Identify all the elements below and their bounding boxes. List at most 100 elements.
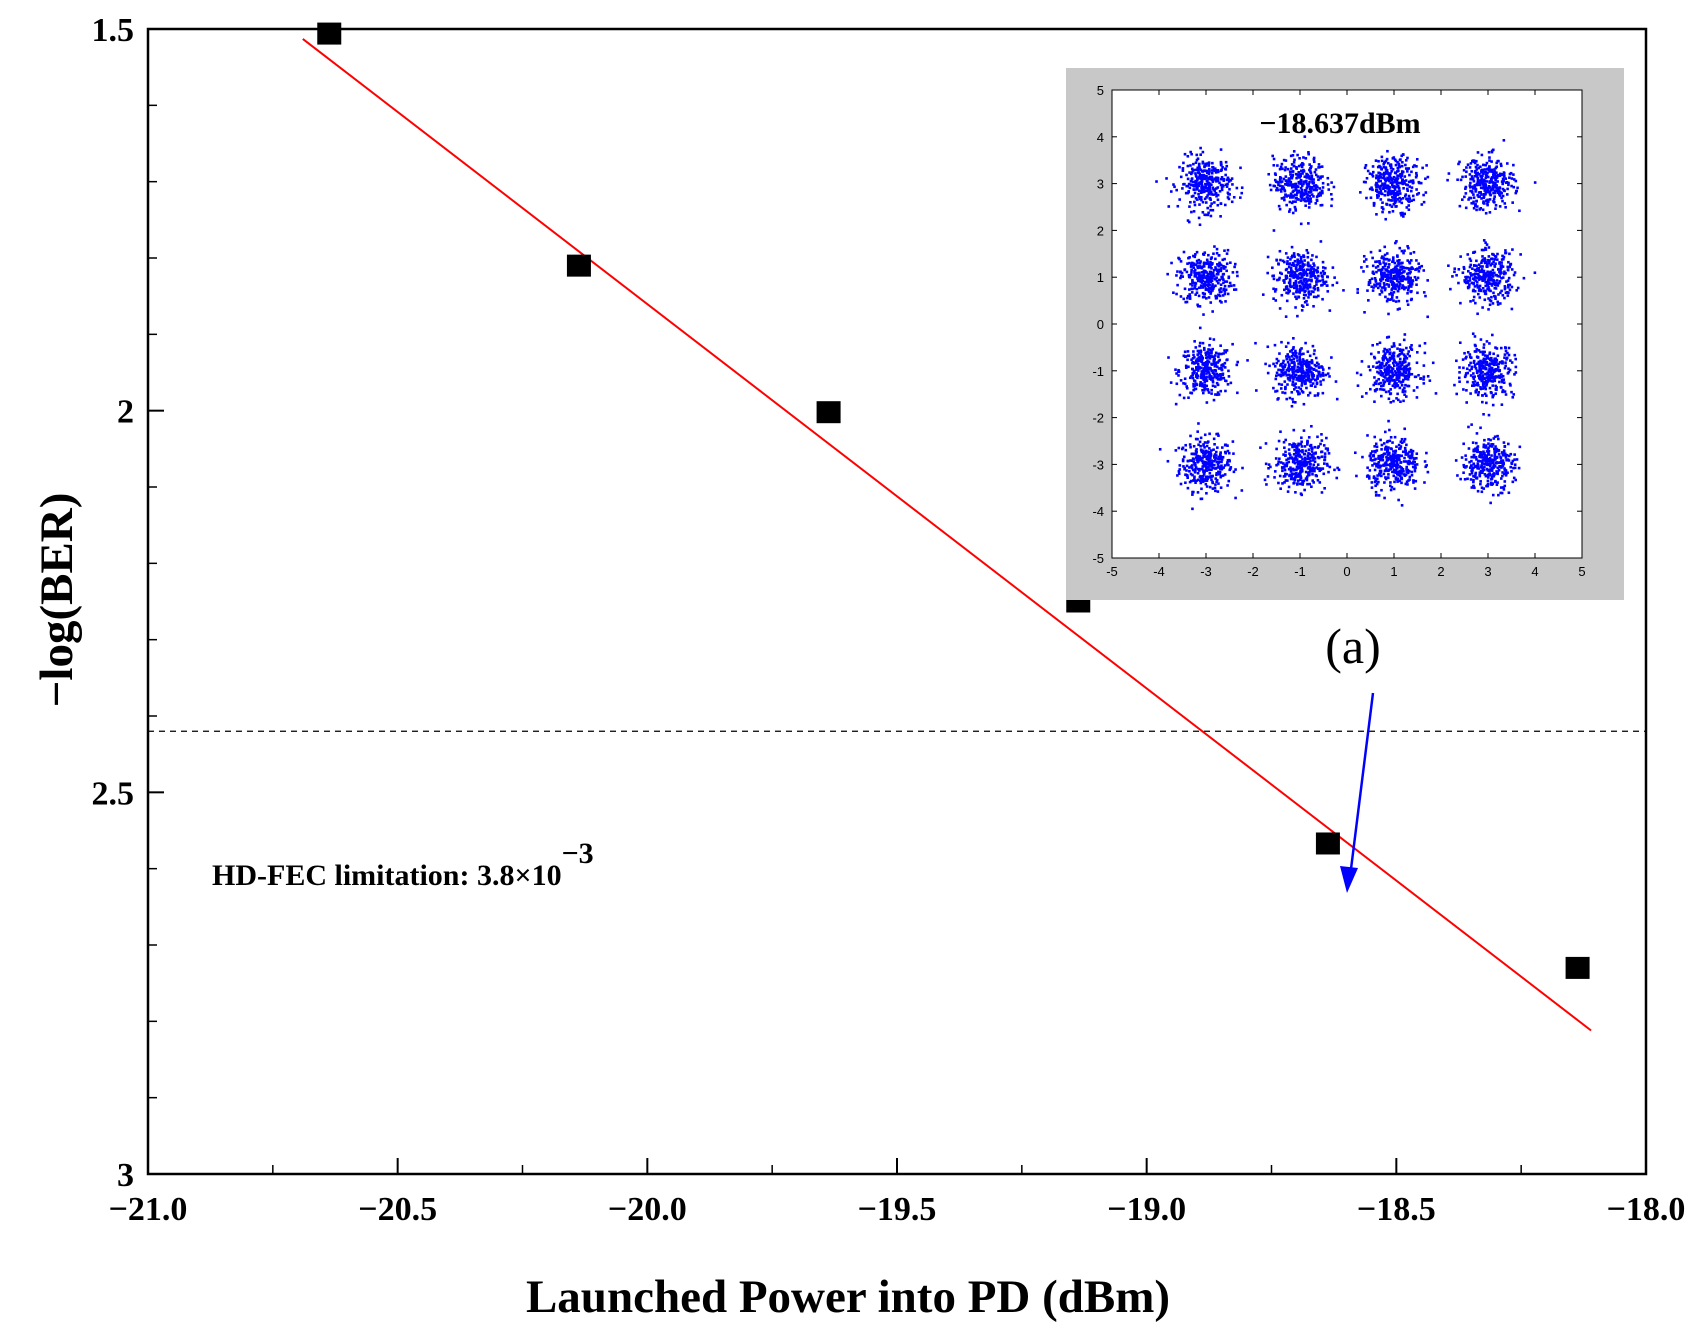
- constellation-point: [1387, 278, 1390, 281]
- constellation-point: [1296, 479, 1300, 482]
- constellation-point: [1327, 188, 1331, 191]
- constellation-point: [1225, 349, 1229, 352]
- constellation-point: [1504, 291, 1508, 295]
- constellation-point: [1382, 173, 1386, 176]
- constellation-point: [1200, 359, 1203, 363]
- constellation-point: [1321, 186, 1325, 189]
- constellation-point: [1219, 467, 1222, 471]
- constellation-point: [1399, 181, 1403, 185]
- constellation-point: [1322, 472, 1326, 476]
- constellation-point: [1387, 189, 1391, 192]
- constellation-point: [1199, 479, 1202, 482]
- constellation-point: [1297, 449, 1301, 453]
- constellation-point: [1415, 174, 1418, 177]
- constellation-point: [1210, 461, 1214, 465]
- constellation-point: [1388, 374, 1392, 378]
- constellation-point: [1240, 186, 1244, 190]
- constellation-point: [1498, 280, 1502, 283]
- constellation-point: [1375, 176, 1378, 180]
- constellation-point: [1278, 207, 1282, 211]
- constellation-point: [1199, 353, 1203, 356]
- constellation-point: [1304, 199, 1308, 203]
- constellation-point: [1309, 190, 1313, 193]
- constellation-point: [1465, 367, 1469, 371]
- constellation-point: [1310, 424, 1313, 428]
- constellation-point: [1291, 196, 1294, 199]
- constellation-point: [1485, 283, 1489, 287]
- constellation-point: [1488, 351, 1492, 354]
- constellation-point: [1489, 270, 1493, 274]
- constellation-point: [1301, 374, 1305, 378]
- constellation-point: [1385, 440, 1389, 444]
- constellation-point: [1227, 479, 1231, 483]
- constellation-point: [1301, 461, 1305, 464]
- constellation-point: [1312, 270, 1316, 274]
- constellation-point: [1185, 474, 1189, 477]
- constellation-point: [1496, 466, 1500, 470]
- constellation-point: [1190, 263, 1193, 266]
- constellation-point: [1192, 371, 1196, 375]
- constellation-point: [1204, 449, 1208, 453]
- constellation-point: [1386, 372, 1390, 376]
- constellation-point: [1491, 275, 1495, 278]
- constellation-point: [1399, 176, 1403, 179]
- constellation-point: [1306, 251, 1310, 255]
- constellation-point: [1287, 194, 1290, 197]
- constellation-point: [1287, 369, 1291, 373]
- constellation-point: [1195, 250, 1199, 254]
- constellation-point: [1491, 395, 1495, 399]
- constellation-point: [1321, 283, 1324, 287]
- constellation-point: [1490, 359, 1494, 363]
- constellation-point: [1295, 446, 1299, 450]
- constellation-point: [1188, 171, 1191, 174]
- constellation-point: [1203, 177, 1206, 181]
- constellation-point: [1302, 464, 1305, 467]
- constellation-point: [1482, 258, 1486, 261]
- constellation-point: [1410, 450, 1414, 454]
- constellation-point: [1388, 292, 1391, 296]
- constellation-point: [1205, 379, 1209, 383]
- constellation-point: [1386, 161, 1390, 165]
- constellation-point: [1383, 430, 1387, 434]
- constellation-point: [1195, 168, 1198, 172]
- constellation-point: [1320, 491, 1324, 494]
- constellation-point: [1292, 477, 1296, 480]
- constellation-point: [1216, 463, 1220, 466]
- constellation-point: [1472, 484, 1475, 488]
- constellation-point: [1221, 474, 1225, 477]
- constellation-point: [1493, 176, 1497, 180]
- constellation-point: [1297, 182, 1301, 185]
- constellation-point: [1271, 154, 1274, 158]
- constellation-point: [1398, 269, 1402, 273]
- constellation-point: [1468, 353, 1472, 356]
- constellation-point: [1398, 192, 1402, 195]
- constellation-point: [1305, 476, 1309, 480]
- constellation-point: [1422, 291, 1426, 294]
- constellation-point: [1277, 439, 1281, 443]
- constellation-point: [1210, 286, 1214, 289]
- constellation-point: [1335, 397, 1339, 401]
- constellation-point: [1384, 217, 1388, 221]
- constellation-point: [1330, 197, 1334, 201]
- constellation-point: [1400, 454, 1403, 458]
- constellation-point: [1300, 273, 1303, 276]
- constellation-point: [1215, 393, 1219, 397]
- constellation-point: [1263, 478, 1267, 482]
- constellation-point: [1505, 280, 1508, 283]
- constellation-point: [1415, 361, 1419, 365]
- constellation-point: [1216, 170, 1220, 174]
- constellation-point: [1493, 280, 1496, 283]
- constellation-point: [1296, 260, 1299, 264]
- constellation-point: [1409, 252, 1413, 255]
- constellation-point: [1320, 274, 1324, 278]
- constellation-point: [1217, 457, 1220, 461]
- constellation-point: [1503, 296, 1506, 300]
- constellation-point: [1217, 472, 1221, 476]
- constellation-point: [1303, 374, 1307, 377]
- constellation-point: [1480, 465, 1483, 468]
- constellation-point: [1396, 373, 1399, 377]
- constellation-point: [1280, 370, 1284, 374]
- constellation-point: [1219, 455, 1223, 459]
- constellation-point: [1472, 474, 1475, 478]
- constellation-point: [1211, 166, 1215, 169]
